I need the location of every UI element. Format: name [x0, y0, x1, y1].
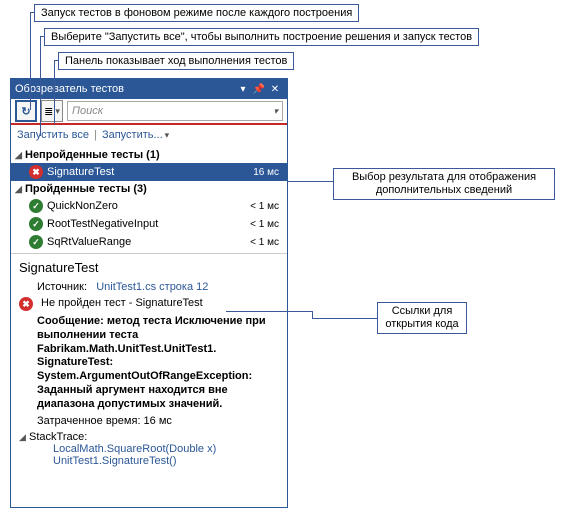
failed-tests-group[interactable]: ◢ Непройденные тесты (1): [11, 147, 287, 163]
pass-icon: ✓: [29, 199, 43, 213]
detail-title: SignatureTest: [19, 260, 279, 275]
callout-progress-panel: Панель показывает ход выполнения тестов: [58, 52, 294, 70]
pass-icon: ✓: [29, 217, 43, 231]
dropdown-button[interactable]: ▾: [235, 84, 251, 95]
callout-open-code-l1: Ссылки для: [384, 305, 460, 318]
callout-select-result-l2: дополнительных сведений: [340, 184, 548, 197]
test-row-signaturetest[interactable]: ✖ SignatureTest 16 мс: [11, 163, 287, 181]
toolbar: ↻ ≣▾ Поиск ▾: [11, 99, 287, 125]
test-row-quicknonzero[interactable]: ✓ QuickNonZero < 1 мс: [11, 197, 287, 215]
group-by-button[interactable]: ≣▾: [41, 100, 63, 122]
passed-tests-label: Пройденные тесты (3): [25, 183, 147, 195]
search-dropdown-icon: ▾: [273, 106, 278, 117]
callout-open-code-l2: открытия кода: [384, 318, 460, 331]
failed-tests-label: Непройденные тесты (1): [25, 149, 160, 161]
stacktrace-links: LocalMath.SquareRoot(Double x) UnitTest1…: [53, 443, 279, 467]
caret-down-icon: ◢: [15, 184, 25, 195]
panel-title: Обозреватель тестов: [15, 83, 235, 95]
stack-link-2[interactable]: UnitTest1.SignatureTest(): [53, 455, 279, 467]
test-name: SqRtValueRange: [47, 236, 250, 248]
caret-down-icon: ◢: [19, 432, 29, 443]
run-links-row: Запустить все | Запустить...▾: [11, 125, 287, 145]
test-detail-pane: SignatureTest Источник: UnitTest1.cs стр…: [11, 253, 287, 473]
message-body: метод теста Исключение при выполнении те…: [37, 315, 266, 410]
run-after-build-button[interactable]: ↻: [15, 100, 37, 122]
separator: |: [94, 129, 97, 141]
fail-icon: ✖: [29, 165, 43, 179]
message-block: Сообщение: метод теста Исключение при вы…: [19, 315, 279, 411]
test-time: 16 мс: [253, 167, 279, 178]
source-link[interactable]: UnitTest1.cs строка 12: [96, 281, 208, 293]
callout-select-result: Выбор результата для отображения дополни…: [333, 168, 555, 200]
test-name: SignatureTest: [47, 166, 253, 178]
run-all-link[interactable]: Запустить все: [17, 129, 89, 141]
test-row-sqrtvaluerange[interactable]: ✓ SqRtValueRange < 1 мс: [11, 233, 287, 251]
run-dropdown-icon: ▾: [165, 130, 170, 140]
test-row-roottestnegativeinput[interactable]: ✓ RootTestNegativeInput < 1 мс: [11, 215, 287, 233]
callout-run-all: Выберите "Запустить все", чтобы выполнит…: [44, 28, 479, 46]
fail-line-text: Не пройден тест - SignatureTest: [41, 297, 203, 311]
stack-link-1[interactable]: LocalMath.SquareRoot(Double x): [53, 443, 279, 455]
callout-select-result-l1: Выбор результата для отображения: [340, 171, 548, 184]
stacktrace-header[interactable]: ◢ StackTrace:: [19, 431, 279, 443]
run-link[interactable]: Запустить...: [102, 129, 163, 141]
fail-icon: ✖: [19, 297, 33, 311]
passed-tests-group[interactable]: ◢ Пройденные тесты (3): [11, 181, 287, 197]
close-button[interactable]: ✕: [267, 84, 283, 95]
titlebar: Обозреватель тестов ▾ 📌 ✕: [11, 79, 287, 99]
caret-down-icon: ◢: [15, 150, 25, 161]
message-label: Сообщение:: [37, 315, 104, 327]
fail-line-row: ✖ Не пройден тест - SignatureTest: [19, 297, 279, 311]
pass-icon: ✓: [29, 235, 43, 249]
test-time: < 1 мс: [250, 201, 279, 212]
message-text: Сообщение: метод теста Исключение при вы…: [37, 315, 279, 411]
search-input[interactable]: Поиск ▾: [67, 101, 283, 121]
elapsed-time: Затраченное время: 16 мс: [37, 415, 279, 427]
test-name: RootTestNegativeInput: [47, 218, 250, 230]
test-explorer-panel: Обозреватель тестов ▾ 📌 ✕ ↻ ≣▾ Поиск ▾ З…: [10, 78, 288, 508]
detail-source-row: Источник: UnitTest1.cs строка 12: [37, 281, 279, 293]
stacktrace-label: StackTrace:: [29, 431, 87, 443]
test-name: QuickNonZero: [47, 200, 250, 212]
test-time: < 1 мс: [250, 219, 279, 230]
callout-open-code-links: Ссылки для открытия кода: [377, 302, 467, 334]
group-by-icon: ≣: [44, 105, 53, 118]
test-time: < 1 мс: [250, 237, 279, 248]
chevron-down-icon: ▾: [55, 106, 60, 117]
search-placeholder: Поиск: [72, 105, 103, 117]
test-tree: ◢ Непройденные тесты (1) ✖ SignatureTest…: [11, 145, 287, 253]
callout-run-after-build: Запуск тестов в фоновом режиме после каж…: [34, 4, 359, 22]
pin-button[interactable]: 📌: [251, 84, 267, 95]
source-label: Источник:: [37, 281, 87, 293]
